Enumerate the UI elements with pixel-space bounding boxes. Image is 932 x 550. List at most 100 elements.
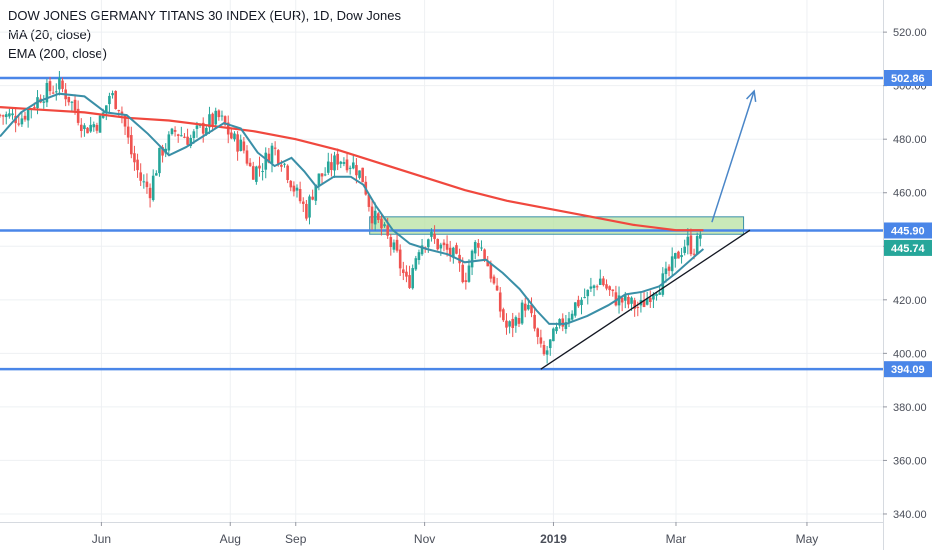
candle-body: [336, 153, 339, 165]
candle-body: [345, 159, 349, 171]
candle-body: [555, 327, 558, 332]
candle-body: [308, 196, 311, 218]
projection-arrow: [711, 90, 755, 223]
candle-body: [61, 80, 64, 89]
candle-body: [104, 105, 108, 113]
candle-body: [614, 292, 618, 306]
ma-20-line: [0, 92, 705, 325]
candle-body: [511, 318, 515, 329]
candle-body: [674, 253, 677, 259]
candle-body: [414, 258, 418, 270]
candle-body: [351, 162, 355, 169]
candle-body: [264, 152, 268, 170]
candle-body: [461, 264, 465, 283]
candle-body: [133, 153, 136, 163]
price-line-label: 394.09: [891, 364, 925, 376]
candle-body: [245, 150, 249, 164]
candle-body: [67, 96, 71, 103]
candle-body: [405, 271, 408, 277]
candle-body: [427, 239, 430, 248]
candle-body: [580, 299, 583, 306]
candle-body: [220, 115, 224, 117]
candle-body: [436, 239, 439, 250]
candle-body: [530, 304, 533, 314]
candle-body: [620, 297, 624, 303]
candle-body: [608, 286, 611, 291]
candle-body: [120, 111, 124, 115]
candle-body: [689, 235, 693, 255]
candle-body: [417, 252, 421, 260]
candle-body: [695, 236, 699, 255]
y-tick-label: 400.00: [893, 348, 927, 360]
candle-body: [448, 247, 452, 256]
candle-body: [677, 251, 680, 259]
candle-body: [389, 237, 393, 248]
candle-body: [342, 162, 346, 164]
candle-body: [214, 110, 218, 125]
candle-body: [655, 293, 658, 296]
candle-body: [139, 172, 142, 181]
candle-body: [558, 319, 561, 326]
candle-body: [298, 188, 302, 202]
candle-body: [170, 128, 174, 135]
y-tick-label: 520.00: [893, 27, 927, 39]
y-tick-label: 480.00: [893, 134, 927, 146]
candle-body: [70, 101, 74, 103]
candle-body: [489, 263, 493, 279]
candle-body: [251, 166, 255, 180]
candle-body: [595, 286, 599, 288]
candle-body: [589, 286, 593, 289]
candle-body: [73, 99, 77, 111]
candle-body: [186, 136, 189, 145]
candle-body: [270, 145, 274, 164]
candle-body: [54, 91, 58, 93]
candle-body: [192, 131, 196, 138]
candle-body: [527, 304, 530, 310]
candle-body: [333, 155, 336, 171]
candle-body: [286, 165, 289, 181]
candle-body: [305, 203, 308, 219]
candle-body: [86, 127, 89, 134]
candle-body: [370, 206, 374, 224]
candle-body: [630, 297, 633, 304]
candle-body: [386, 225, 389, 236]
candle-body: [483, 249, 486, 261]
candle-body: [583, 297, 586, 299]
candle-body: [111, 93, 114, 96]
candle-body: [611, 289, 615, 292]
candle-body: [301, 201, 305, 204]
candle-body: [33, 106, 36, 108]
y-tick-label: 420.00: [893, 295, 927, 307]
candle-body: [561, 318, 565, 327]
candle-body: [311, 196, 314, 200]
support-trendline: [540, 229, 751, 370]
chart-legend: DOW JONES GERMANY TITANS 30 INDEX (EUR),…: [8, 6, 401, 63]
candle-body: [48, 81, 52, 92]
candle-body: [79, 124, 83, 132]
candle-body: [230, 132, 233, 139]
candle-body: [326, 161, 330, 173]
drawings-layer: [540, 89, 757, 370]
candle-body: [573, 302, 577, 316]
candle-body: [0, 114, 2, 116]
candle-body: [445, 243, 449, 250]
candle-body: [548, 339, 552, 349]
candle-body: [123, 115, 127, 127]
candle-body: [130, 135, 133, 155]
candle-body: [545, 350, 549, 355]
candle-body: [51, 92, 55, 94]
candle-body: [20, 118, 24, 125]
candle-body: [148, 187, 152, 199]
price-lines-layer: [0, 76, 883, 371]
last-price-label-bg: [884, 239, 932, 256]
price-line-label-bg: [884, 70, 932, 87]
candle-body: [480, 247, 483, 249]
candle-body: [242, 141, 246, 151]
candle-body: [151, 175, 155, 201]
candle-body: [314, 184, 318, 201]
candles-layer: [0, 70, 702, 364]
candle-body: [686, 236, 690, 246]
candle-body: [330, 162, 333, 171]
candle-body: [276, 150, 280, 164]
